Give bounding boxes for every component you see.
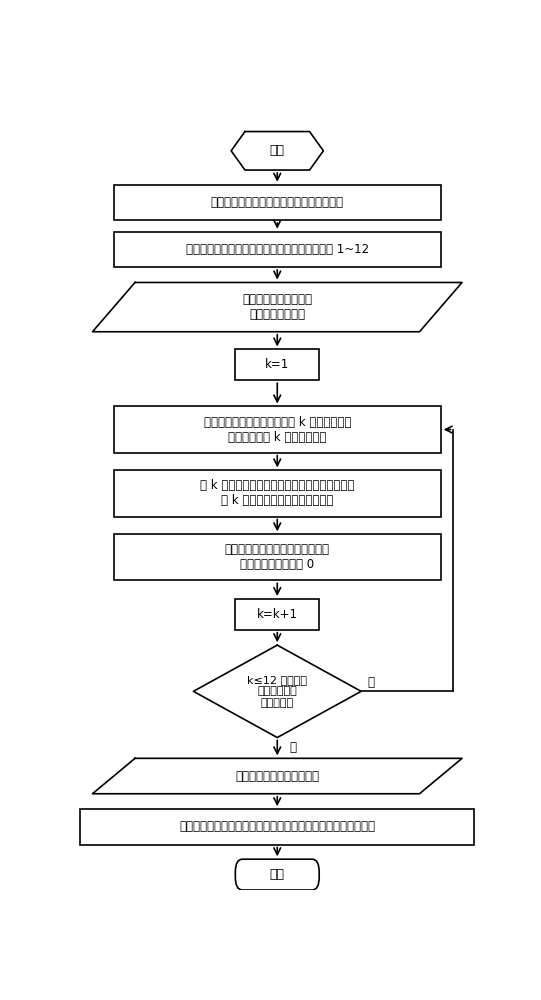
FancyBboxPatch shape xyxy=(235,859,319,890)
Polygon shape xyxy=(93,758,462,794)
Text: 肋骨实例分割掩码中，标记为 k 的为最顶层肋
骨，标记大于 k 的为后续肋骨: 肋骨实例分割掩码中，标记为 k 的为最顶层肋 骨，标记大于 k 的为后续肋骨 xyxy=(203,416,351,444)
Text: 否: 否 xyxy=(290,741,297,754)
Text: k≤12 或肋骨语
义分割二值掩
码不为空？: k≤12 或肋骨语 义分割二值掩 码不为空？ xyxy=(247,675,307,708)
Text: 开始: 开始 xyxy=(270,144,285,157)
Text: k=k+1: k=k+1 xyxy=(257,608,298,621)
Bar xyxy=(114,534,441,580)
Bar xyxy=(114,406,441,453)
Text: 结束: 结束 xyxy=(270,868,285,881)
Polygon shape xyxy=(194,645,361,738)
Text: 肋骨语义分割二值掩码中，将最顶
层肋骨对应区域置为 0: 肋骨语义分割二值掩码中，将最顶 层肋骨对应区域置为 0 xyxy=(225,543,330,571)
Bar xyxy=(114,185,441,220)
Text: 是: 是 xyxy=(367,676,374,689)
Text: k=1: k=1 xyxy=(265,358,289,371)
Polygon shape xyxy=(93,282,462,332)
Polygon shape xyxy=(231,132,324,170)
Text: 肋骨语义分割二值掩码
肋骨实例分割掩码: 肋骨语义分割二值掩码 肋骨实例分割掩码 xyxy=(242,293,312,321)
Text: 人工标注，获得肋骨实例分割掩码，肋骨标注为 1~12: 人工标注，获得肋骨实例分割掩码，肋骨标注为 1~12 xyxy=(186,243,369,256)
Text: 肋骨语义分割，获得肋骨语义分割二值掩码: 肋骨语义分割，获得肋骨语义分割二值掩码 xyxy=(211,196,344,209)
Bar xyxy=(80,809,474,845)
Text: 第 k 肋训练输入为当前肋骨语义分割二值掩码；
第 k 肋训练目标为当前最顶层肋骨: 第 k 肋训练输入为当前肋骨语义分割二值掩码； 第 k 肋训练目标为当前最顶层肋… xyxy=(200,479,354,507)
Bar xyxy=(114,470,441,517)
Text: 构建深度卷积神经网络，通过构造的层序训练数据集训练该网络: 构建深度卷积神经网络，通过构造的层序训练数据集训练该网络 xyxy=(179,820,375,833)
Bar xyxy=(235,599,319,630)
Text: 层序训练数据集输入与目标: 层序训练数据集输入与目标 xyxy=(235,770,319,783)
Bar xyxy=(114,232,441,267)
Bar xyxy=(235,349,319,380)
